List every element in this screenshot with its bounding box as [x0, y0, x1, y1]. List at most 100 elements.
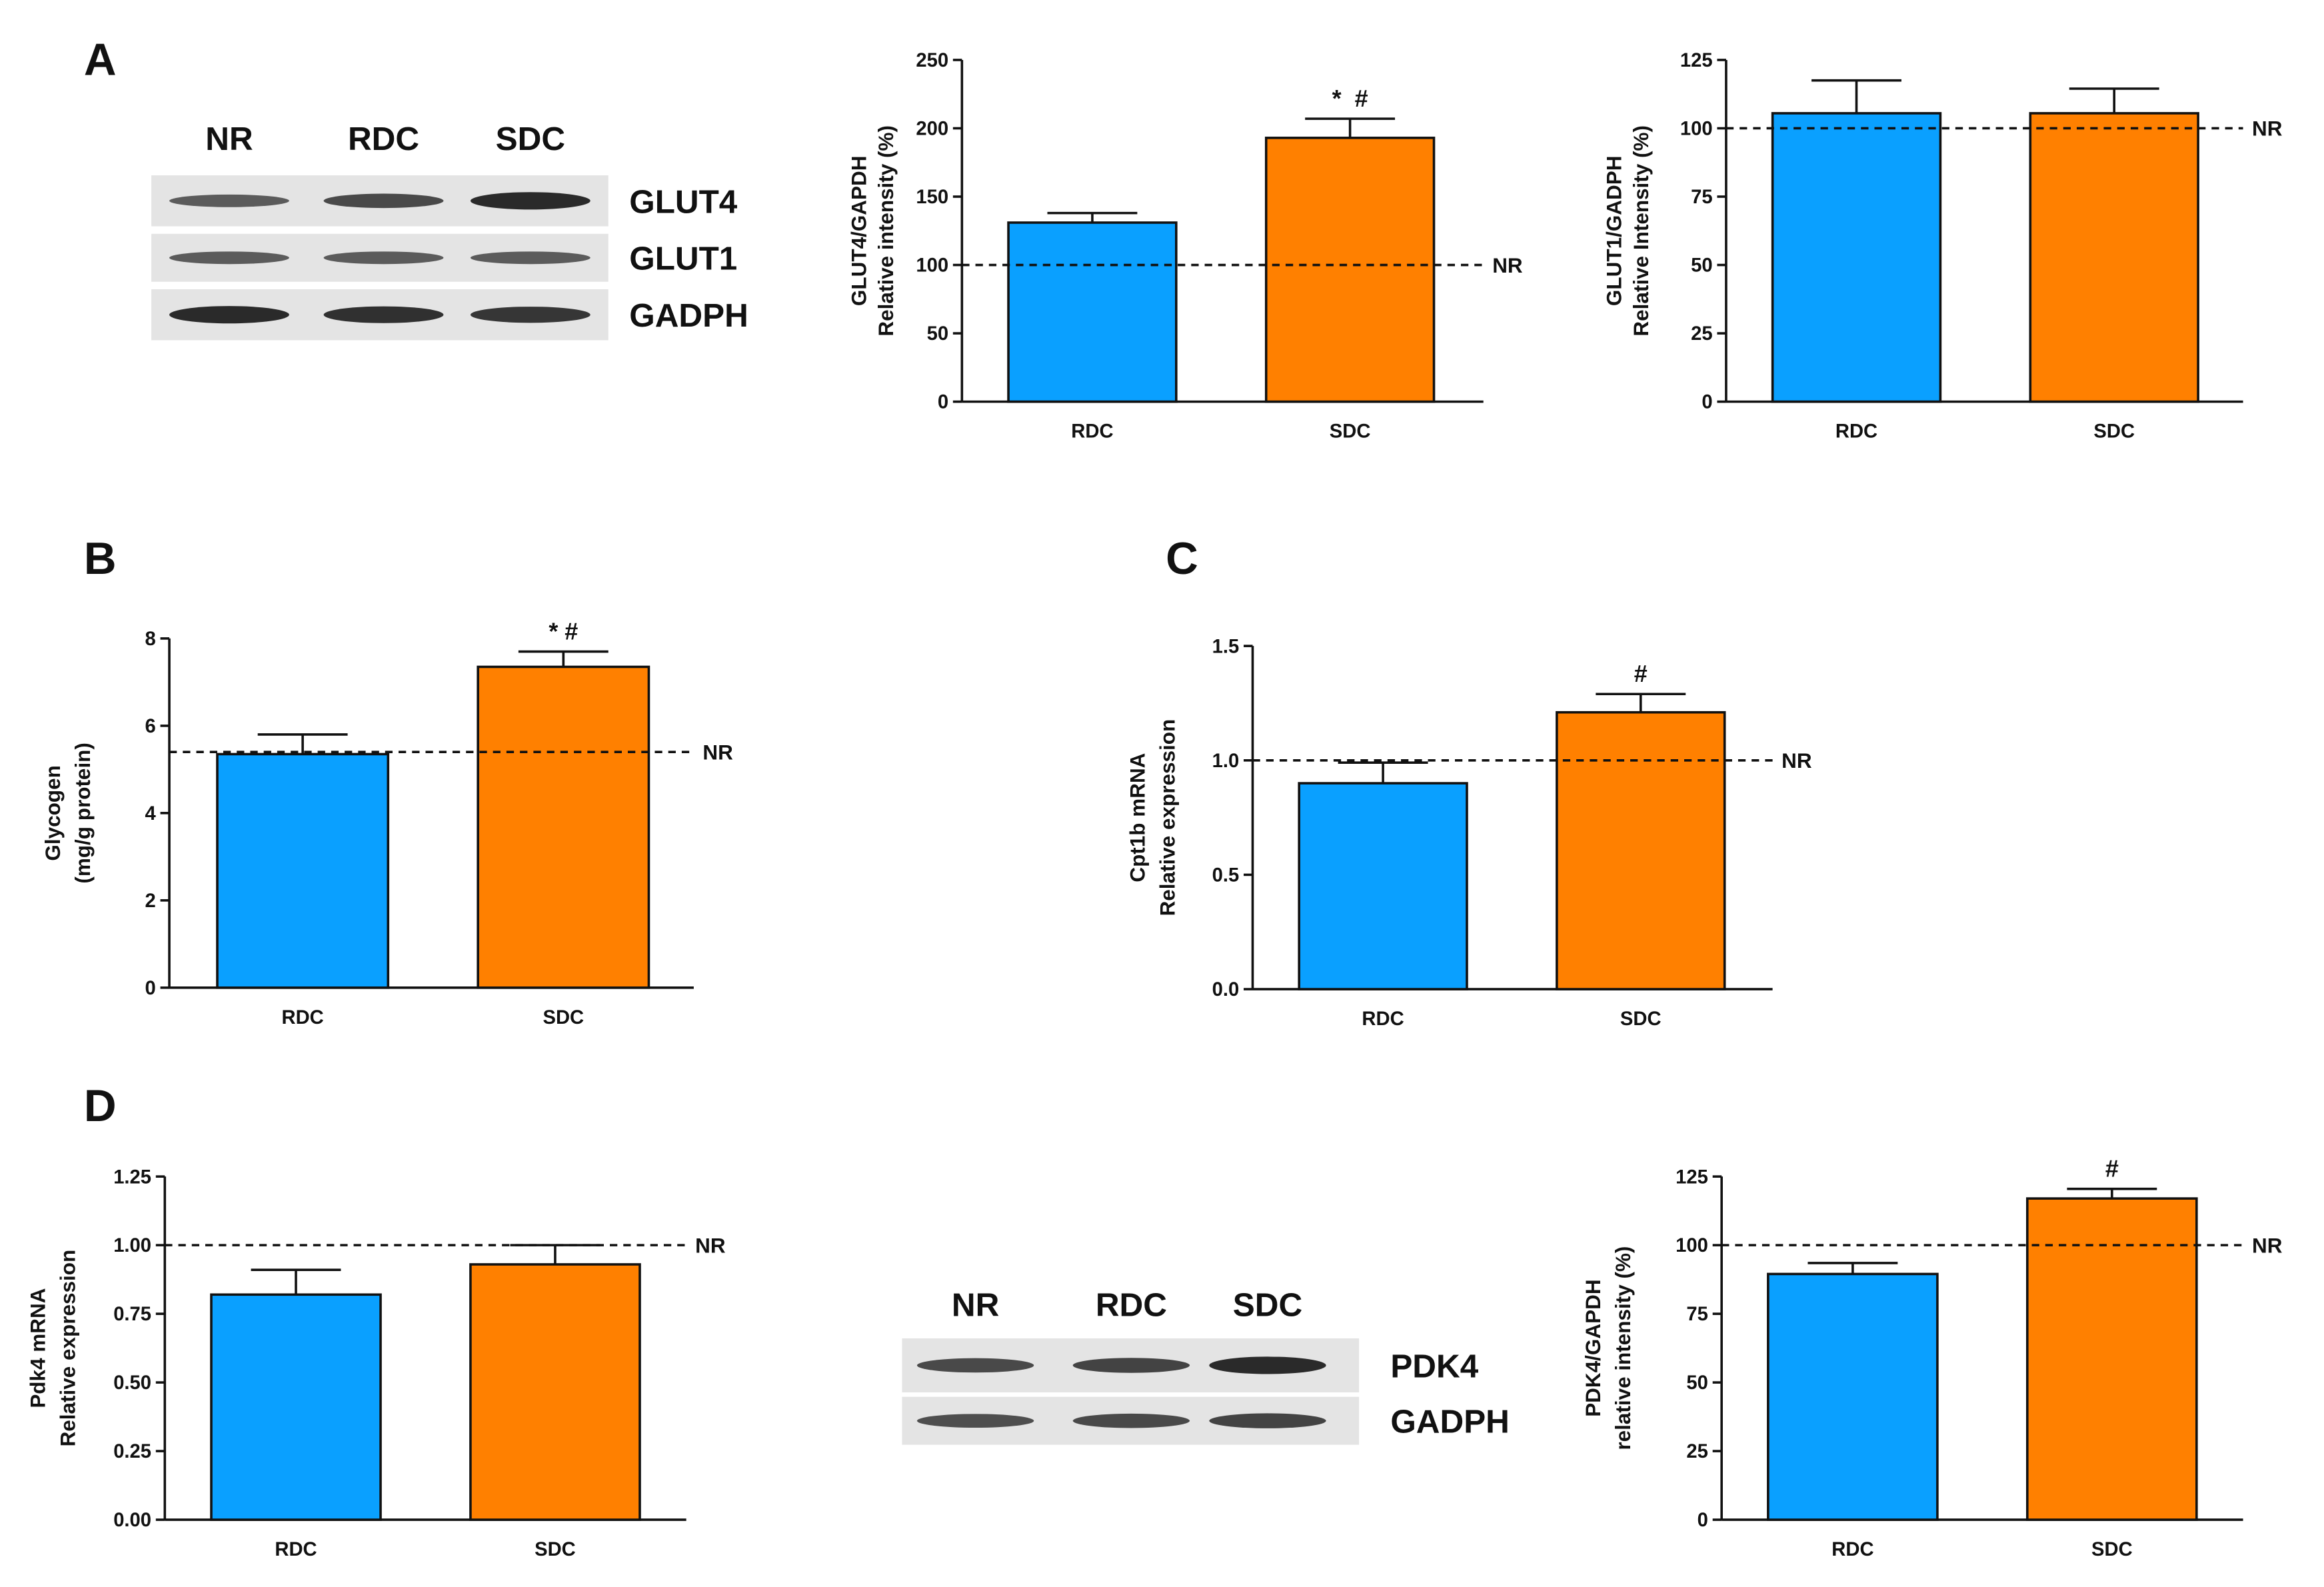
y-axis-label-line: GLUT1/GADPH: [1603, 156, 1626, 307]
y-axis-label-line: Cpt1b mRNA: [1126, 753, 1150, 882]
reference-label-nr: NR: [2252, 1234, 2283, 1257]
blot-band: [1072, 1413, 1190, 1428]
y-tick-label: 0.5: [1212, 865, 1240, 886]
y-tick-label: 0: [1698, 1510, 1708, 1531]
y-tick-label: 100: [916, 255, 948, 277]
blot-lane-label: RDC: [348, 121, 419, 157]
blot-band: [470, 251, 590, 265]
blot-band: [1209, 1356, 1326, 1374]
y-tick-label: 100: [1676, 1235, 1708, 1256]
chart-glut1: 0 25 50 75 100 125 GLUT1/GADPH Relative Intensi…: [1603, 50, 2283, 443]
reference-label-nr: NR: [695, 1234, 726, 1257]
blot-lane-label: NR: [952, 1286, 999, 1323]
blot-band: [169, 251, 289, 265]
y-tick-label: 1.5: [1212, 636, 1240, 657]
bar-rdc: [1771, 112, 1942, 403]
bar-sdc: [2029, 112, 2199, 403]
bar-rdc: [216, 753, 390, 989]
x-category-label: SDC: [1620, 1008, 1662, 1030]
y-tick-label: 0.25: [113, 1441, 151, 1462]
chart-pdk4gapdh: 0 25 50 75 100 125 PDK4/GAPDH relative intensit…: [1582, 1155, 2283, 1560]
y-axis-label-line: PDK4/GAPDH: [1582, 1279, 1605, 1416]
y-axis-label-line: Relative Intensity (%): [1630, 125, 1653, 337]
x-category-label: SDC: [2093, 421, 2135, 443]
y-tick-label: 0: [938, 392, 948, 413]
blot-lane-label: RDC: [1096, 1286, 1167, 1323]
blot-band: [323, 193, 444, 209]
blot-lane-label: SDC: [496, 121, 565, 157]
y-tick-label: 0: [145, 978, 156, 999]
bar-sdc: [2026, 1197, 2198, 1521]
blot-band: [470, 307, 590, 323]
panel-letter-d: D: [84, 1081, 117, 1131]
blot-band: [323, 306, 444, 323]
y-tick-label: 6: [145, 716, 156, 737]
y-tick-label: 0.50: [113, 1372, 151, 1394]
blot-band: [916, 1414, 1034, 1428]
y-tick-label: 200: [916, 119, 948, 140]
y-tick-label: 75: [1686, 1304, 1708, 1325]
blot-lane-label: NR: [205, 121, 253, 157]
y-tick-label: 0: [1702, 392, 1712, 413]
blot-a: NR RDC SDC GLUT4 GLUT1 GADPH: [151, 121, 748, 341]
blot-protein-label: GLUT4: [629, 183, 738, 220]
bar-sdc: [469, 1263, 641, 1521]
y-axis-label-line: GLUT4/GAPDH: [847, 156, 870, 307]
bar-rdc: [1298, 782, 1468, 990]
blot-protein-label: GADPH: [629, 297, 748, 334]
y-axis-label-line: Glycogen: [41, 765, 65, 860]
y-tick-label: 25: [1686, 1441, 1708, 1462]
x-category-label: RDC: [281, 1007, 323, 1028]
y-axis-label-line: relative intensity (%): [1612, 1246, 1635, 1450]
significance-annotation: #: [1634, 660, 1648, 687]
y-tick-label: 0.0: [1212, 979, 1240, 1000]
blot-lane-label: SDC: [1233, 1286, 1302, 1323]
y-axis-label-line: (mg/g protein): [71, 743, 95, 884]
bar-rdc: [210, 1293, 382, 1521]
western-blots: NR RDC SDC GLUT4 GLUT1 GADPH NR RDC SDC PDK4 GADPH: [151, 121, 1510, 1445]
y-tick-label: 2: [145, 890, 156, 912]
significance-annotation: * #: [549, 618, 578, 645]
chart-pdk4: 0.00 0.25 0.50 0.75 1.00 1.25 Pdk4 mRNA Relativ…: [26, 1166, 725, 1560]
blot-protein-label: GLUT1: [629, 241, 737, 277]
significance-annotation: * #: [1332, 85, 1368, 112]
y-tick-label: 1.0: [1212, 751, 1240, 772]
y-tick-label: 8: [145, 629, 156, 650]
y-tick-label: 75: [1691, 187, 1713, 208]
y-tick-label: 250: [916, 50, 948, 71]
y-tick-label: 1.25: [113, 1166, 151, 1188]
y-tick-label: 0.75: [113, 1304, 151, 1325]
blot-band: [169, 306, 289, 324]
y-tick-label: 125: [1680, 50, 1713, 71]
reference-label-nr: NR: [1492, 254, 1523, 277]
blot-band: [470, 192, 590, 210]
bar-sdc: [1264, 137, 1436, 403]
blot-d: NR RDC SDC PDK4 GADPH: [902, 1286, 1510, 1445]
y-tick-label: 100: [1680, 119, 1713, 140]
panel-letter-b: B: [84, 534, 117, 584]
x-category-label: RDC: [1071, 421, 1113, 443]
chart-glut4: 0 50 100 150 200 250 GLUT4/GAPDH Relative inten…: [847, 50, 1522, 443]
chart-cpt1b: 0.0 0.5 1.0 1.5 Cpt1b mRNA Relative expressio…: [1126, 636, 1812, 1030]
panel-letter-c: C: [1166, 534, 1198, 584]
blot-band: [1209, 1413, 1326, 1428]
y-axis-label-line: Relative expression: [1156, 719, 1180, 916]
blot-protein-label: PDK4: [1390, 1348, 1478, 1384]
y-tick-label: 0.00: [113, 1510, 151, 1531]
chart-glycogen: 0 2 4 6 8 Glycogen (mg/g protein) RDC SDC * # NR: [41, 618, 733, 1028]
x-category-label: RDC: [1362, 1008, 1404, 1030]
reference-label-nr: NR: [702, 741, 733, 764]
blot-band: [169, 194, 289, 207]
y-tick-label: 25: [1691, 323, 1713, 345]
x-category-label: SDC: [2091, 1539, 2133, 1560]
y-axis-label-line: Relative intensity (%): [874, 125, 898, 337]
y-tick-label: 4: [145, 803, 157, 824]
y-tick-label: 1.00: [113, 1235, 151, 1256]
reference-label-nr: NR: [2252, 117, 2283, 141]
bar-rdc: [1767, 1272, 1939, 1521]
y-tick-label: 150: [916, 187, 948, 208]
x-category-label: RDC: [1831, 1539, 1873, 1560]
